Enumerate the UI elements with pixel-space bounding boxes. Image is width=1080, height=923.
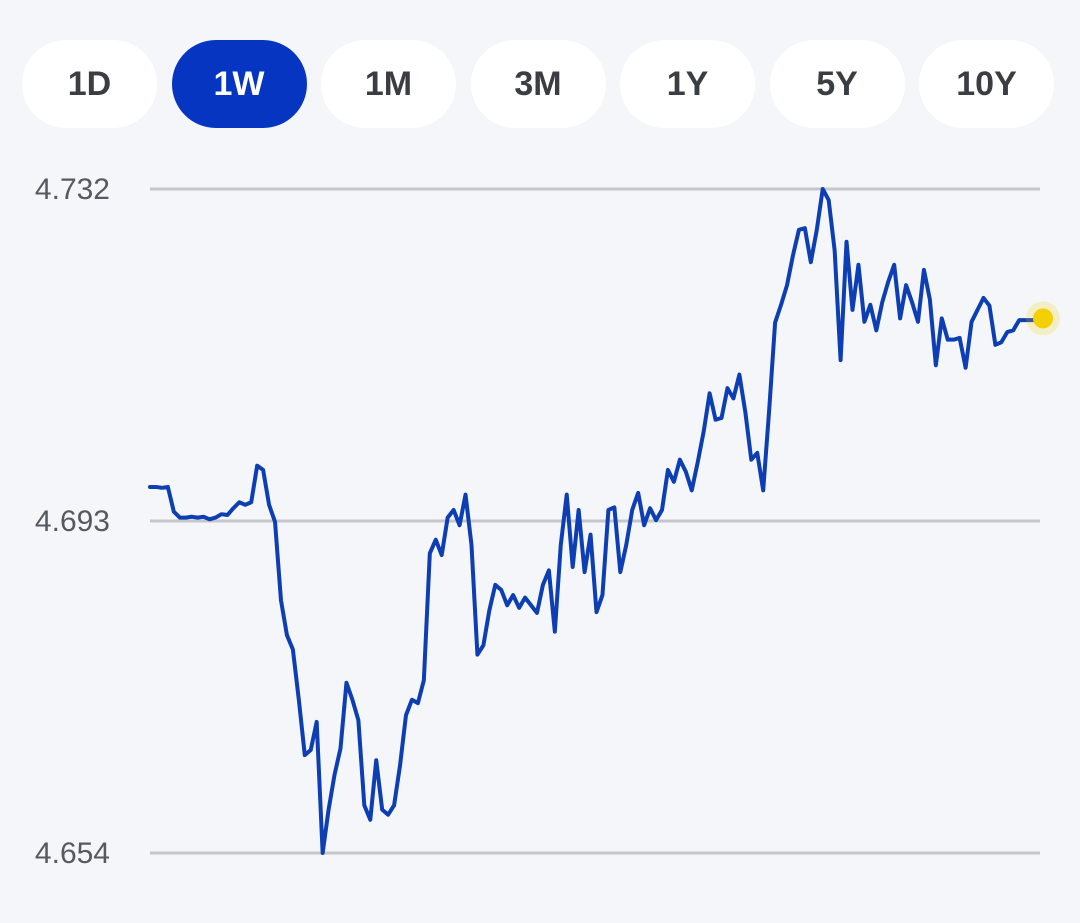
y-tick-label: 4.693 <box>35 505 110 538</box>
current-marker <box>1033 308 1053 329</box>
y-tick-label: 4.732 <box>35 173 110 206</box>
range-tab[interactable]: 1M <box>321 40 456 128</box>
price-line <box>148 187 1045 855</box>
range-tab[interactable]: 5Y <box>769 40 905 128</box>
range-tab[interactable]: 1Y <box>620 40 755 128</box>
range-tab[interactable]: 1D <box>22 40 157 128</box>
range-tab[interactable]: 1W <box>171 40 307 128</box>
range-tab[interactable]: 10Y <box>919 40 1054 128</box>
y-tick-label: 4.654 <box>35 837 110 870</box>
range-tab[interactable]: 3M <box>470 40 606 128</box>
